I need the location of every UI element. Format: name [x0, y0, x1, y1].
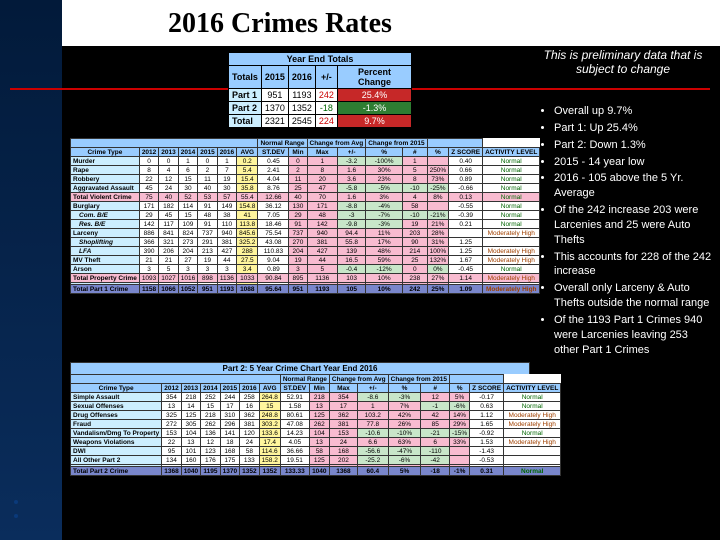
yet-caption: Year End Totals: [229, 53, 412, 66]
page-title: 2016 Crimes Rates: [168, 8, 392, 40]
year-end-totals-table: Year End Totals Totals20152016+/-Percent…: [228, 52, 412, 128]
bullet-item: 2015 - 14 year low: [554, 155, 712, 170]
bullet-item: Overall up 9.7%: [554, 104, 712, 119]
bullet-item: Part 1: Up 25.4%: [554, 121, 712, 136]
side-bar: [0, 0, 62, 540]
part1-crime-table: Normal RangeChange from AvgChange from 2…: [70, 138, 540, 294]
dot-icon: [14, 500, 18, 504]
bullet-item: Overall only Larceny & Auto Thefts outsi…: [554, 281, 712, 311]
bullet-item: 2016 - 105 above the 5 Yr. Average: [554, 171, 712, 201]
summary-bullets: Overall up 9.7% Part 1: Up 25.4% Part 2: D…: [540, 104, 712, 360]
bullet-item: Of the 242 increase 203 were Larcenies a…: [554, 203, 712, 248]
bullet-item: Of the 1193 Part 1 Crimes 940 were Larce…: [554, 313, 712, 358]
part2-crime-table: Normal RangeChange from AvgChange from 2…: [70, 374, 561, 476]
dot-icon: [14, 514, 18, 518]
bullet-item: Part 2: Down 1.3%: [554, 138, 712, 153]
bullet-item: This accounts for 228 of the 242 increas…: [554, 250, 712, 280]
preliminary-note: This is preliminary data that is subject…: [538, 48, 708, 76]
